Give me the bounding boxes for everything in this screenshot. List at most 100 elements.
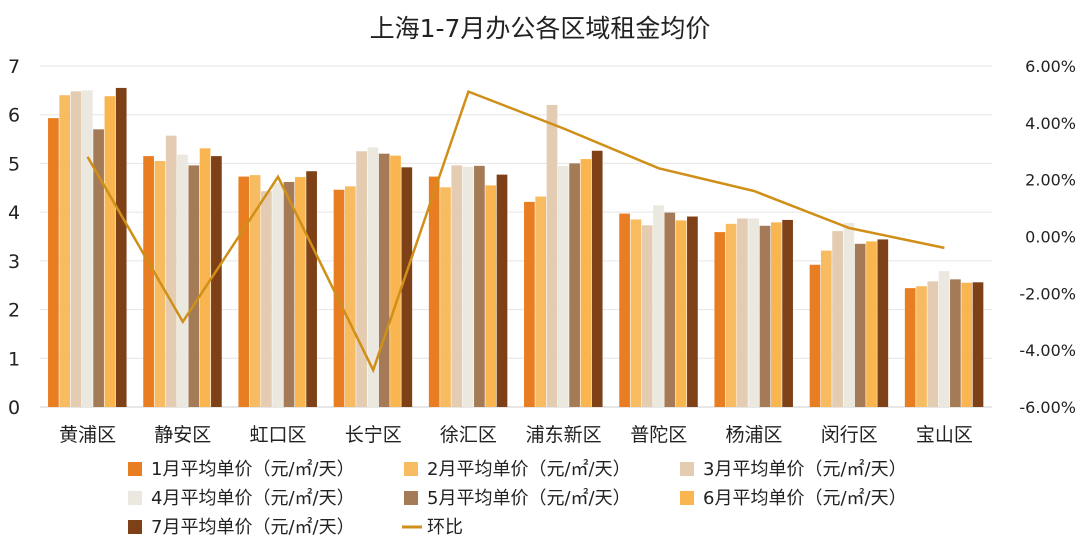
legend: 1月平均单价（元/㎡/天） 2月平均单价（元/㎡/天） 3月平均单价（元/㎡/天） 4… bbox=[128, 458, 907, 538]
bar bbox=[440, 187, 451, 407]
legend-swatch bbox=[128, 520, 142, 534]
bar bbox=[748, 218, 760, 407]
left-tick-label: 0 bbox=[8, 397, 20, 419]
bar bbox=[249, 175, 261, 407]
bar bbox=[927, 281, 939, 407]
chart-title: 上海1-7月办公各区域租金均价 bbox=[370, 14, 711, 43]
bar bbox=[261, 191, 272, 407]
left-tick-label: 1 bbox=[8, 348, 20, 370]
bar bbox=[93, 129, 104, 408]
legend-swatch bbox=[680, 462, 694, 476]
left-tick-label: 2 bbox=[8, 300, 20, 322]
bar bbox=[199, 148, 211, 407]
bar bbox=[428, 176, 440, 407]
bars bbox=[48, 87, 984, 408]
line-series bbox=[86, 89, 945, 374]
bar bbox=[725, 223, 737, 407]
legend-swatch bbox=[404, 462, 418, 476]
bar bbox=[866, 241, 877, 407]
bar bbox=[675, 220, 687, 407]
bar bbox=[904, 288, 916, 407]
bar bbox=[877, 239, 889, 407]
bar bbox=[961, 282, 973, 407]
bar bbox=[854, 243, 866, 407]
bar bbox=[832, 231, 843, 407]
bar bbox=[378, 153, 390, 407]
legend-label: 2月平均单价（元/㎡/天） bbox=[427, 458, 631, 480]
legend-swatch bbox=[680, 491, 694, 505]
right-tick-label: -4.00% bbox=[1019, 341, 1076, 360]
bar bbox=[782, 219, 793, 407]
category-label: 长宁区 bbox=[345, 424, 402, 446]
left-tick-label: 7 bbox=[8, 56, 20, 78]
line-series-path bbox=[86, 89, 945, 374]
bar bbox=[950, 279, 961, 407]
bar bbox=[211, 156, 222, 407]
bar bbox=[143, 156, 154, 407]
bar bbox=[546, 104, 558, 407]
bar bbox=[496, 174, 508, 407]
left-tick-label: 5 bbox=[8, 153, 20, 175]
category-label: 徐汇区 bbox=[440, 424, 497, 446]
bar bbox=[272, 182, 284, 407]
bar bbox=[188, 165, 200, 407]
legend-label: 1月平均单价（元/㎡/天） bbox=[151, 458, 355, 480]
bar bbox=[344, 186, 356, 407]
bar bbox=[59, 95, 71, 407]
right-tick-label: 6.00% bbox=[1025, 57, 1076, 76]
bar bbox=[770, 222, 782, 407]
bar bbox=[972, 282, 984, 407]
bar bbox=[809, 264, 821, 407]
bar bbox=[165, 135, 177, 407]
legend-label: 3月平均单价（元/㎡/天） bbox=[703, 458, 907, 480]
bar bbox=[104, 96, 116, 408]
legend-swatch bbox=[128, 491, 142, 505]
legend-label: 6月平均单价（元/㎡/天） bbox=[703, 487, 907, 509]
bar bbox=[591, 150, 603, 407]
bar bbox=[390, 155, 401, 407]
bar bbox=[115, 87, 127, 408]
legend-label: 环比 bbox=[427, 517, 463, 538]
bar bbox=[653, 205, 664, 407]
bar bbox=[557, 165, 569, 407]
bar bbox=[664, 212, 676, 407]
bar bbox=[569, 163, 580, 407]
bar bbox=[238, 176, 250, 407]
bar bbox=[367, 147, 379, 408]
bar bbox=[70, 91, 82, 408]
right-tick-label: 0.00% bbox=[1025, 228, 1076, 247]
bar bbox=[524, 201, 535, 407]
bar bbox=[820, 250, 832, 407]
category-label: 普陀区 bbox=[630, 424, 687, 446]
category-label: 闵行区 bbox=[821, 424, 878, 446]
bar bbox=[619, 213, 630, 407]
bar bbox=[401, 167, 413, 407]
left-tick-label: 3 bbox=[8, 251, 20, 273]
category-label: 浦东新区 bbox=[526, 424, 602, 446]
bar bbox=[843, 222, 855, 407]
bar bbox=[737, 218, 748, 407]
left-tick-label: 4 bbox=[8, 202, 20, 224]
legend-label: 5月平均单价（元/㎡/天） bbox=[427, 487, 631, 509]
bar bbox=[306, 171, 317, 407]
bar bbox=[580, 159, 592, 407]
bar bbox=[283, 181, 295, 407]
category-label: 宝山区 bbox=[916, 424, 973, 446]
right-tick-label: -6.00% bbox=[1019, 398, 1076, 417]
bar bbox=[177, 154, 188, 407]
bar bbox=[938, 271, 950, 407]
legend-label: 7月平均单价（元/㎡/天） bbox=[151, 516, 355, 538]
right-tick-label: 4.00% bbox=[1025, 114, 1076, 133]
bar bbox=[485, 185, 497, 407]
bar bbox=[714, 232, 726, 407]
bar bbox=[462, 166, 474, 407]
bar bbox=[48, 118, 59, 408]
bar bbox=[535, 196, 547, 407]
bar bbox=[451, 165, 463, 407]
legend-swatch bbox=[404, 491, 418, 505]
category-label: 黄浦区 bbox=[59, 424, 116, 446]
bar bbox=[81, 90, 93, 407]
bar bbox=[294, 177, 306, 407]
category-label: 静安区 bbox=[154, 424, 211, 446]
